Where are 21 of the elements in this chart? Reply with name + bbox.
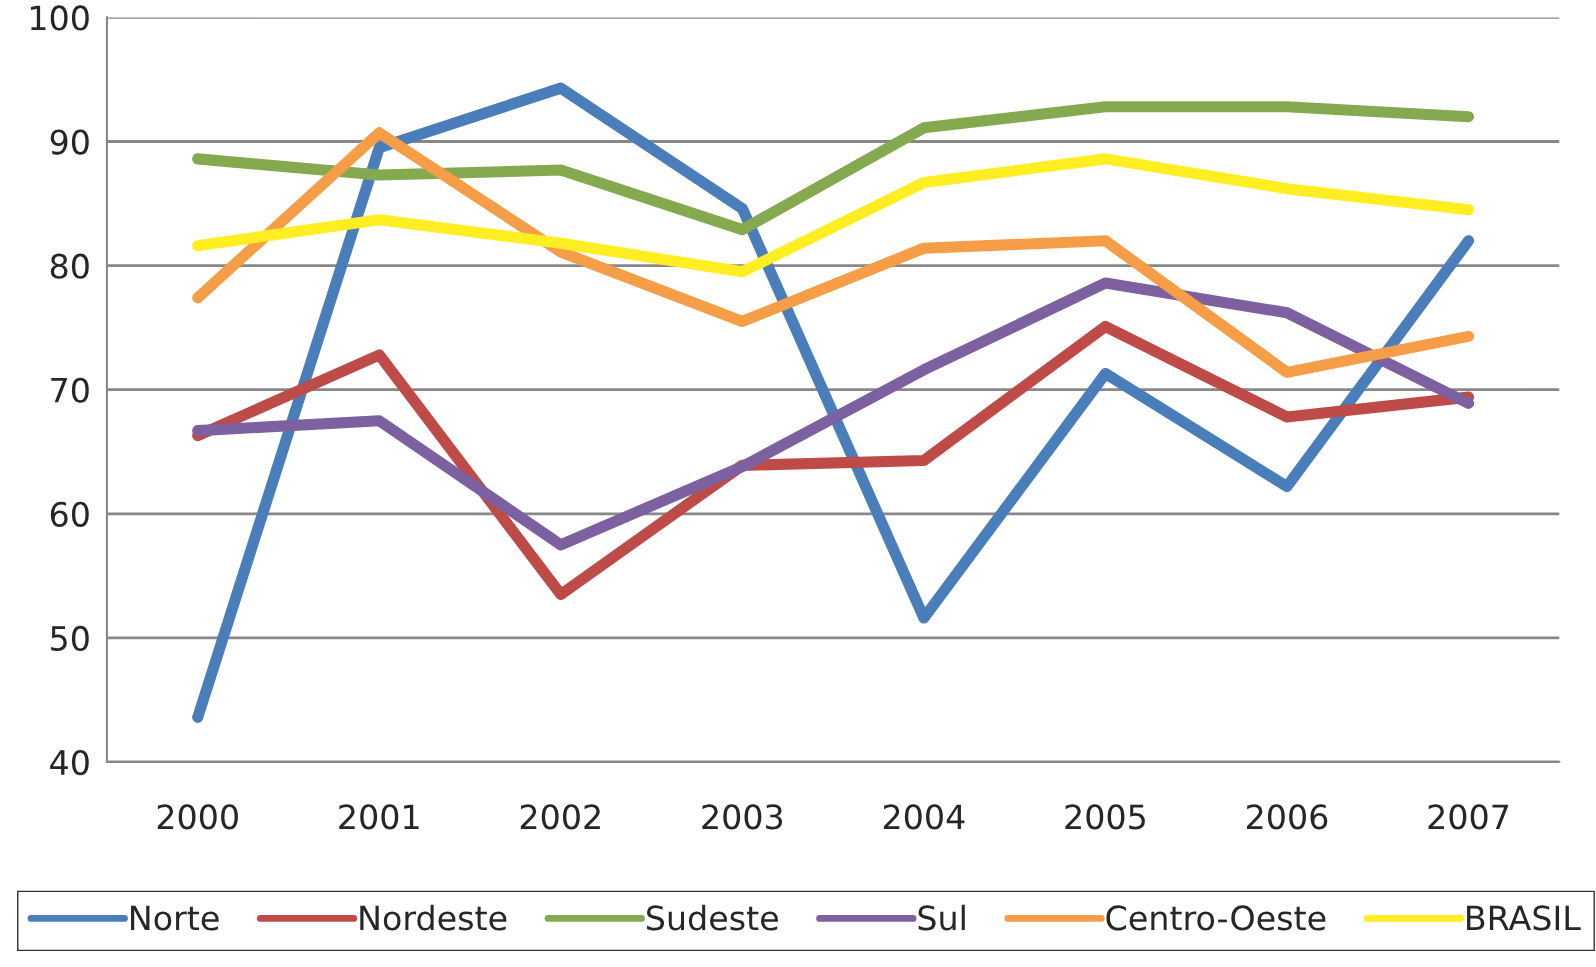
x-tick-label: 2002 <box>520 804 600 830</box>
y-tick-label: 80 <box>50 253 89 279</box>
legend-label: BRASIL <box>1467 905 1581 931</box>
legend-label: Sul <box>918 904 965 931</box>
legend-label: Norte <box>131 905 219 931</box>
y-tick-label: 60 <box>50 501 89 527</box>
x-tick-label: 2000 <box>157 804 238 830</box>
x-tick-label: 2003 <box>702 804 783 830</box>
legend-label: Nordeste <box>360 904 507 931</box>
legend-label: Sudeste <box>646 904 778 931</box>
y-tick-label: 40 <box>50 749 89 776</box>
y-tick-label: 100 <box>31 5 89 31</box>
legend-label: Centro-Oeste <box>1106 905 1326 931</box>
x-tick-label: 2001 <box>339 804 419 830</box>
x-tick-label: 2006 <box>1247 804 1328 830</box>
y-tick-label: 70 <box>51 377 89 403</box>
y-tick-label: 50 <box>51 625 89 652</box>
x-tick-label: 2005 <box>1065 804 1145 830</box>
x-tick-label: 2007 <box>1428 804 1509 830</box>
y-tick-label: 90 <box>50 129 89 155</box>
x-tick-label: 2004 <box>883 804 965 830</box>
